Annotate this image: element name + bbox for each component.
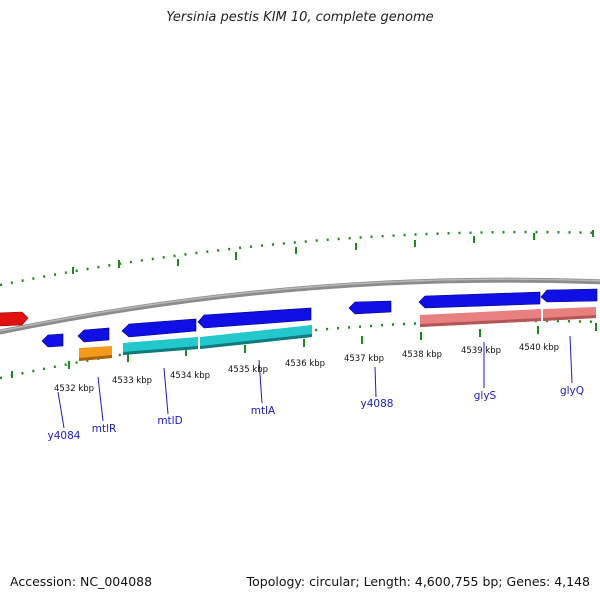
cds-mtlA[interactable]	[197, 307, 312, 329]
gene-label-mtlA[interactable]: mtlA	[251, 405, 276, 417]
tick-label: 4540 kbp	[519, 343, 559, 353]
cds-glyQ[interactable]	[540, 288, 598, 303]
tick-label: 4535 kbp	[228, 365, 268, 375]
gene-label-glyQ[interactable]: glyQ	[560, 385, 584, 397]
cds-mtlD[interactable]	[121, 318, 197, 338]
gene-bar-mtlA-shade	[200, 334, 312, 349]
gene-label-y4088[interactable]: y4088	[361, 398, 394, 410]
genome-info-label: Topology: circular; Length: 4,600,755 bp…	[246, 574, 590, 589]
cds-y4084[interactable]	[41, 333, 64, 348]
gene-bar-mtlR-shade	[79, 355, 112, 361]
gene-bar-track	[79, 307, 596, 361]
tick-label: 4534 kbp	[170, 371, 210, 381]
gene-label-mtlD[interactable]: mtlD	[157, 415, 182, 427]
gc-track-upper-dots	[0, 230, 600, 287]
feature-red-left[interactable]	[0, 311, 29, 327]
tick-label: 4532 kbp	[54, 384, 94, 394]
gene-bar-mtlD-shade	[123, 346, 198, 355]
gene-bar-glyS-shade	[420, 318, 541, 327]
tick-labels: 4532 kbp 4533 kbp 4534 kbp 4535 kbp 4536…	[54, 343, 559, 394]
tick-label: 4539 kbp	[461, 346, 501, 356]
cds-glyS[interactable]	[418, 291, 541, 309]
gc-track-upper-ticks	[72, 230, 594, 274]
tick-label: 4536 kbp	[285, 359, 325, 369]
gene-leader-lines	[57, 335, 573, 429]
gene-label-mtlR[interactable]: mtlR	[92, 423, 117, 435]
gene-bar-glyQ-shade	[543, 315, 596, 321]
tick-label: 4533 kbp	[112, 376, 152, 386]
gene-label-y4084[interactable]: y4084	[48, 430, 81, 442]
cds-track	[41, 288, 598, 348]
gc-track-lower-ticks	[11, 323, 597, 378]
cds-y4088[interactable]	[348, 300, 392, 315]
tick-label: 4537 kbp	[344, 354, 384, 364]
genome-backbone-highlight	[0, 278, 600, 332]
gene-labels: y4084 mtlR mtlD mtlA y4088 glyS glyQ	[48, 385, 585, 442]
gene-label-glyS[interactable]: glyS	[474, 390, 497, 402]
cds-mtlR[interactable]	[77, 327, 110, 343]
tick-label: 4538 kbp	[402, 350, 442, 360]
accession-label: Accession: NC_004088	[10, 574, 153, 589]
genome-backbone	[0, 277, 600, 335]
map-title: Yersinia pestis KIM 10, complete genome	[166, 10, 434, 25]
